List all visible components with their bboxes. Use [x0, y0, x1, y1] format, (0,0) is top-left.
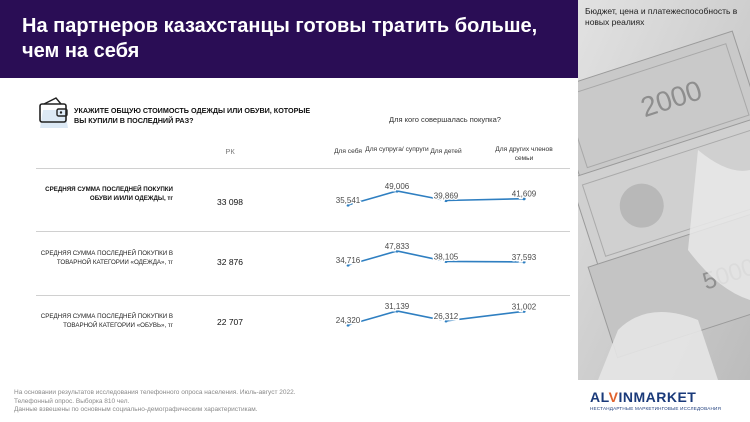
data-label: 34,716 — [336, 256, 361, 265]
series-line — [347, 190, 525, 206]
footnote-line-2: Телефонный опрос. Выборка 810 чел. — [14, 397, 130, 405]
data-label: 24,320 — [336, 316, 361, 325]
page-title: На партнеров казахстанцы готовы тратить … — [22, 15, 538, 62]
data-label: 35,541 — [336, 196, 361, 205]
rk-value: 32 876 — [217, 257, 243, 267]
data-point — [444, 198, 448, 203]
data-label: 41,609 — [512, 190, 537, 199]
logo-tagline: НЕСТАНДАРТНЫЕ МАРКЕТИНГОВЫЕ ИССЛЕДОВАНИЯ — [590, 406, 721, 411]
row-divider — [36, 295, 570, 296]
category-header: Для детей — [430, 148, 462, 155]
data-label: 39,869 — [434, 192, 459, 201]
wallet-cards-icon — [38, 96, 74, 135]
row-divider — [36, 168, 570, 169]
footnote-line-3: Данные взвешены по основным социально-де… — [14, 406, 258, 413]
series-line — [347, 310, 525, 326]
data-label: 49,006 — [385, 182, 410, 191]
series-line — [347, 250, 525, 266]
data-point — [346, 203, 350, 207]
data-label: 38,105 — [434, 252, 459, 261]
data-label: 31,139 — [385, 302, 410, 311]
header-banner: На партнеров казахстанцы готовы тратить … — [0, 0, 578, 78]
question-text: УКАЖИТЕ ОБЩУЮ СТОИМОСТЬ ОДЕЖДЫ ИЛИ ОБУВИ… — [74, 106, 311, 125]
row-label: СРЕДНЯЯ СУММА ПОСЛЕДНЕЙ ПОКУПКИ В ТОВАРН… — [40, 313, 173, 329]
rk-value: 22 707 — [217, 317, 243, 327]
category-header: Для супруга/ супруги — [365, 146, 429, 153]
row-label: СРЕДНЯЯ СУММА ПОСЛЕДНЕЙ ПОКУПКИ ОБУВИ И/… — [45, 186, 173, 202]
data-label: 37,593 — [512, 253, 537, 262]
logo-part-3: INMARKET — [618, 389, 697, 405]
column-group-header: Для кого совершалась покупка? — [389, 115, 501, 124]
category-header: Для других членов семьи — [495, 146, 553, 162]
data-point — [522, 309, 526, 313]
side-note: Бюджет, цена и платежеспособность в новы… — [585, 6, 738, 27]
data-point — [346, 263, 350, 267]
footnote: На основании результатов исследования те… — [14, 389, 474, 415]
data-label: 47,833 — [385, 242, 410, 251]
logo-part-2: V — [608, 389, 619, 405]
data-point — [395, 189, 399, 193]
logo-wordmark: ALVINMARKET — [590, 389, 740, 405]
data-point — [444, 319, 448, 323]
banknotes-hand-photo: 2000 5000 — [578, 0, 750, 380]
rk-column-header: РК — [225, 147, 235, 156]
data-point — [395, 249, 399, 253]
data-point — [522, 197, 526, 201]
logo: ALVINMARKET НЕСТАНДАРТНЫЕ МАРКЕТИНГОВЫЕ … — [590, 389, 740, 411]
footnote-line-1: На основании результатов исследования те… — [14, 389, 296, 396]
logo-part-1: AL — [590, 389, 609, 405]
data-point — [444, 259, 448, 263]
data-label: 26,312 — [434, 312, 459, 321]
row-divider — [36, 231, 570, 232]
data-point — [395, 309, 399, 313]
data-point — [522, 260, 526, 264]
data-label: 31,002 — [512, 302, 537, 311]
category-header: Для себя — [334, 148, 362, 155]
data-point — [346, 323, 350, 327]
rk-value: 33 098 — [217, 197, 243, 207]
row-label: СРЕДНЯЯ СУММА ПОСЛЕДНЕЙ ПОКУПКИ В ТОВАРН… — [40, 250, 173, 266]
